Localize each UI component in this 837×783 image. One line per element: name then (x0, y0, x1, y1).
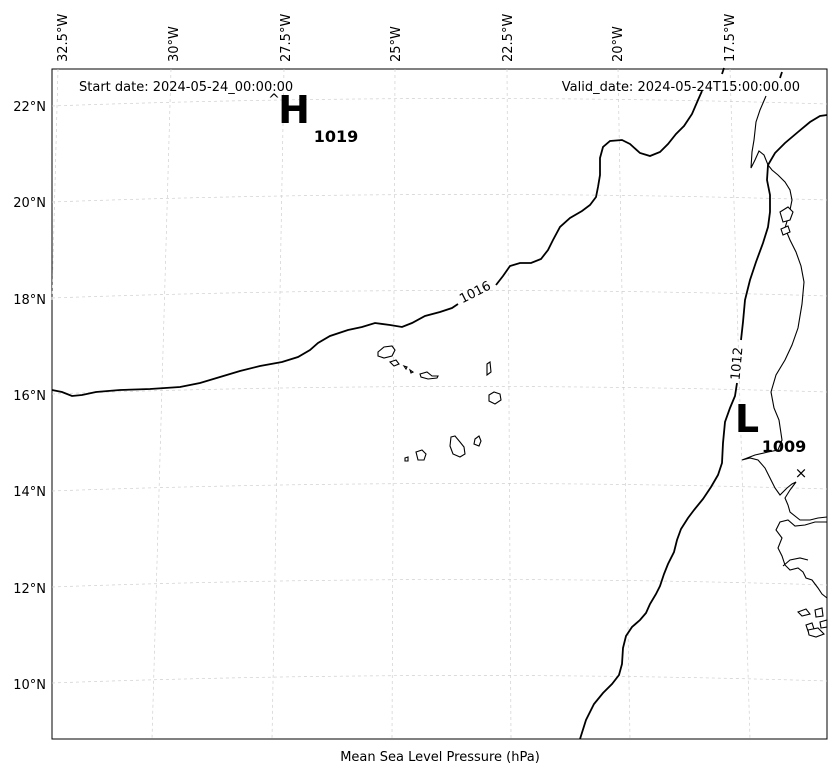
isobar-1016-b (495, 90, 703, 286)
isobars (51, 67, 828, 740)
longitude-axis: 32.5°W 30°W 27.5°W 25°W 22.5°W 20°W 17.5… (56, 14, 738, 62)
africa-coastline (741, 95, 828, 638)
cape-verde-islands (377, 345, 502, 462)
lon-label-25w: 25°W (389, 26, 404, 62)
low-pressure-letter: L (735, 397, 759, 441)
lat-label-20n: 20°N (13, 196, 46, 211)
isobar-1016-c (721, 67, 725, 75)
isobar-1012-c (779, 71, 783, 79)
lat-label-12n: 12°N (13, 582, 46, 597)
isobar-1016 (51, 303, 459, 397)
lat-label-22n: 22°N (13, 100, 46, 115)
lon-label-17-5w: 17.5°W (723, 14, 738, 62)
valid-date-text: Valid_date: 2024-05-24T15:00:00.00 (562, 80, 800, 95)
latitude-axis: 22°N 20°N 18°N 16°N 14°N 12°N 10°N (13, 100, 46, 693)
location-marker: × (795, 464, 808, 482)
map-frame (51, 68, 828, 740)
high-caret-mark: ^ (268, 92, 280, 108)
low-pressure-value: 1009 (762, 437, 807, 456)
high-pressure-value: 1019 (314, 127, 359, 146)
isobar-1012-b (740, 114, 828, 341)
graticule (51, 68, 828, 740)
lat-label-18n: 18°N (13, 293, 46, 308)
map-caption: Mean Sea Level Pressure (hPa) (340, 750, 540, 765)
start-date-text: Start date: 2024-05-24_00:00:00 (79, 80, 293, 95)
high-pressure-letter: H (278, 88, 310, 132)
lat-label-10n: 10°N (13, 678, 46, 693)
lon-label-22-5w: 22.5°W (501, 14, 516, 62)
lon-label-30w: 30°W (167, 26, 182, 62)
lat-label-16n: 16°N (13, 389, 46, 404)
lon-label-32-5w: 32.5°W (56, 14, 71, 62)
lon-label-27-5w: 27.5°W (279, 14, 294, 62)
isobar-label-1012: 1012 (729, 347, 747, 381)
lon-label-20w: 20°W (611, 26, 626, 62)
lat-label-14n: 14°N (13, 485, 46, 500)
isobar-1012 (579, 382, 738, 740)
